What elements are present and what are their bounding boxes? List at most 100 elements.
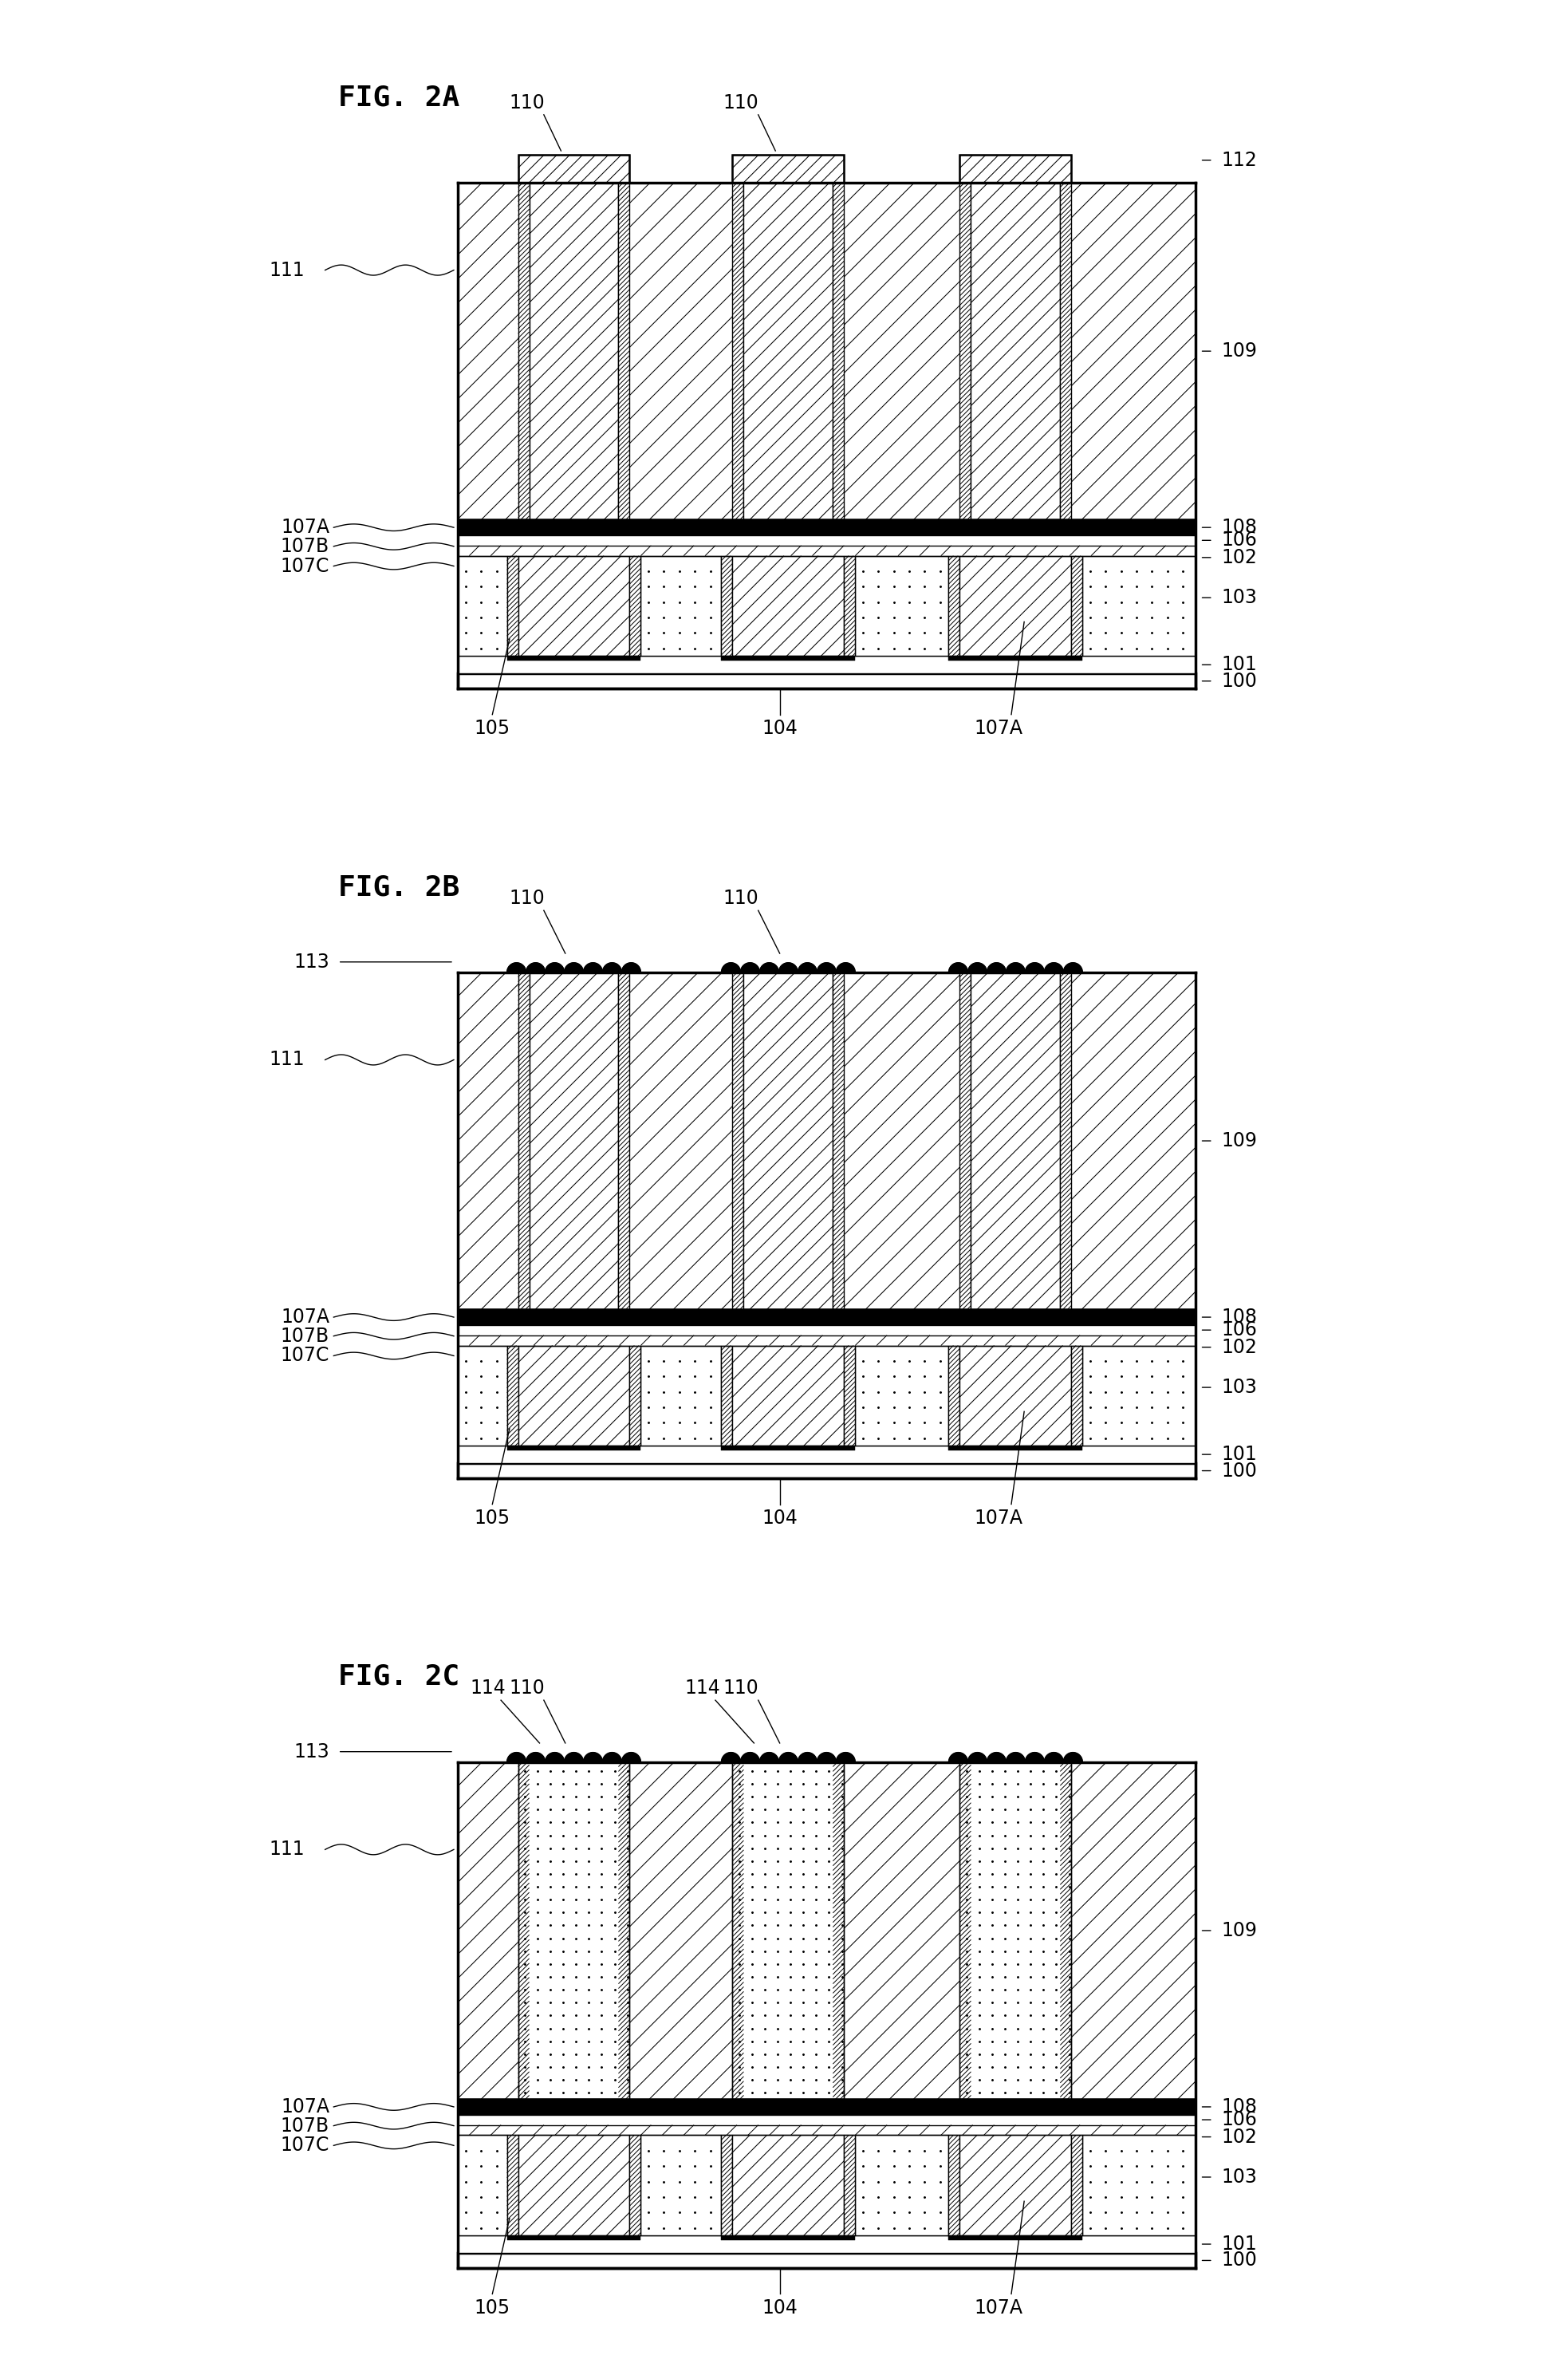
Bar (721, 1344, 732, 1446)
Text: 114: 114 (685, 1678, 720, 1697)
Bar (641, 1344, 721, 1446)
Text: 106: 106 (1221, 530, 1258, 549)
Bar (1071, 556, 1082, 656)
Polygon shape (506, 963, 525, 973)
Text: 108: 108 (1221, 2097, 1258, 2116)
Text: 105: 105 (475, 720, 510, 739)
Bar (517, 1761, 630, 2100)
Text: 107A: 107A (281, 518, 329, 537)
Bar (855, 556, 949, 656)
Polygon shape (817, 963, 836, 973)
Text: 107A: 107A (281, 2097, 329, 2116)
Polygon shape (564, 963, 583, 973)
Bar (458, 672, 1196, 689)
Bar (844, 556, 855, 656)
Bar (833, 973, 844, 1309)
Text: 101: 101 (1221, 656, 1258, 675)
Text: 107A: 107A (974, 1508, 1022, 1527)
Text: 110: 110 (510, 1678, 544, 1697)
Text: 107B: 107B (281, 537, 329, 556)
Polygon shape (986, 963, 1007, 973)
Bar (506, 656, 641, 660)
Bar (506, 556, 517, 656)
Text: 104: 104 (762, 1508, 798, 1527)
Bar (506, 2135, 517, 2234)
Bar (517, 2135, 630, 2234)
Polygon shape (779, 1752, 798, 1761)
Text: 102: 102 (1221, 1337, 1258, 1356)
Text: FIG. 2B: FIG. 2B (339, 873, 459, 902)
Polygon shape (1007, 1752, 1025, 1761)
Text: 104: 104 (762, 2298, 798, 2317)
Text: 107A: 107A (974, 720, 1022, 739)
Bar (960, 156, 1071, 182)
Bar (618, 182, 630, 521)
Bar (844, 1344, 855, 1446)
Text: 101: 101 (1221, 1444, 1258, 1465)
Text: 104: 104 (762, 720, 798, 739)
Text: 111: 111 (270, 1839, 304, 1858)
Text: 102: 102 (1221, 2128, 1258, 2147)
Bar (949, 556, 960, 656)
Bar (971, 973, 1060, 1309)
Polygon shape (1063, 963, 1082, 973)
Text: 109: 109 (1221, 1922, 1258, 1941)
Polygon shape (721, 963, 740, 973)
Text: 105: 105 (475, 1508, 510, 1527)
Bar (1082, 556, 1196, 656)
Bar (855, 2135, 949, 2234)
Polygon shape (546, 963, 564, 973)
Bar (721, 2135, 732, 2234)
Polygon shape (564, 1752, 583, 1761)
Bar (1060, 973, 1071, 1309)
Bar (949, 1446, 1082, 1451)
Polygon shape (798, 1752, 817, 1761)
Bar (618, 973, 630, 1309)
Bar (732, 973, 743, 1309)
Bar (743, 182, 833, 521)
Text: 107C: 107C (281, 556, 329, 575)
Bar (517, 556, 630, 656)
Bar (506, 1446, 641, 1451)
Bar (458, 2135, 506, 2234)
Bar (1060, 182, 1071, 521)
Text: 106: 106 (1221, 2109, 1258, 2130)
Bar (732, 556, 844, 656)
Text: 110: 110 (723, 1678, 759, 1697)
Bar (458, 2253, 1196, 2268)
Text: 110: 110 (510, 92, 544, 111)
Bar (641, 556, 721, 656)
Bar (960, 156, 1071, 182)
Text: 107B: 107B (281, 1326, 329, 1344)
Polygon shape (836, 963, 855, 973)
Bar (949, 2135, 960, 2234)
Bar (949, 1344, 960, 1446)
Bar (732, 1761, 844, 2100)
Text: 102: 102 (1221, 547, 1258, 568)
Text: 107C: 107C (281, 2135, 329, 2154)
Text: 109: 109 (1221, 1131, 1258, 1150)
Text: 106: 106 (1221, 1321, 1258, 1340)
Bar (458, 656, 1196, 672)
Text: 114: 114 (470, 1678, 506, 1697)
Bar (732, 1344, 844, 1446)
Bar (458, 182, 1196, 521)
Bar (1071, 1344, 1082, 1446)
Bar (1071, 2135, 1082, 2234)
Bar (458, 1344, 506, 1446)
Bar (971, 182, 1060, 521)
Bar (458, 973, 1196, 1309)
Bar (630, 2135, 641, 2234)
Bar (506, 2234, 641, 2239)
Text: 111: 111 (270, 260, 304, 279)
Bar (630, 556, 641, 656)
Polygon shape (1044, 963, 1063, 973)
Polygon shape (506, 1752, 525, 1761)
Text: 107B: 107B (281, 2116, 329, 2135)
Bar (844, 2135, 855, 2234)
Bar (458, 1446, 1196, 1463)
Text: 100: 100 (1221, 2251, 1258, 2270)
Polygon shape (949, 1752, 967, 1761)
Bar (732, 2135, 844, 2234)
Text: 108: 108 (1221, 518, 1258, 537)
